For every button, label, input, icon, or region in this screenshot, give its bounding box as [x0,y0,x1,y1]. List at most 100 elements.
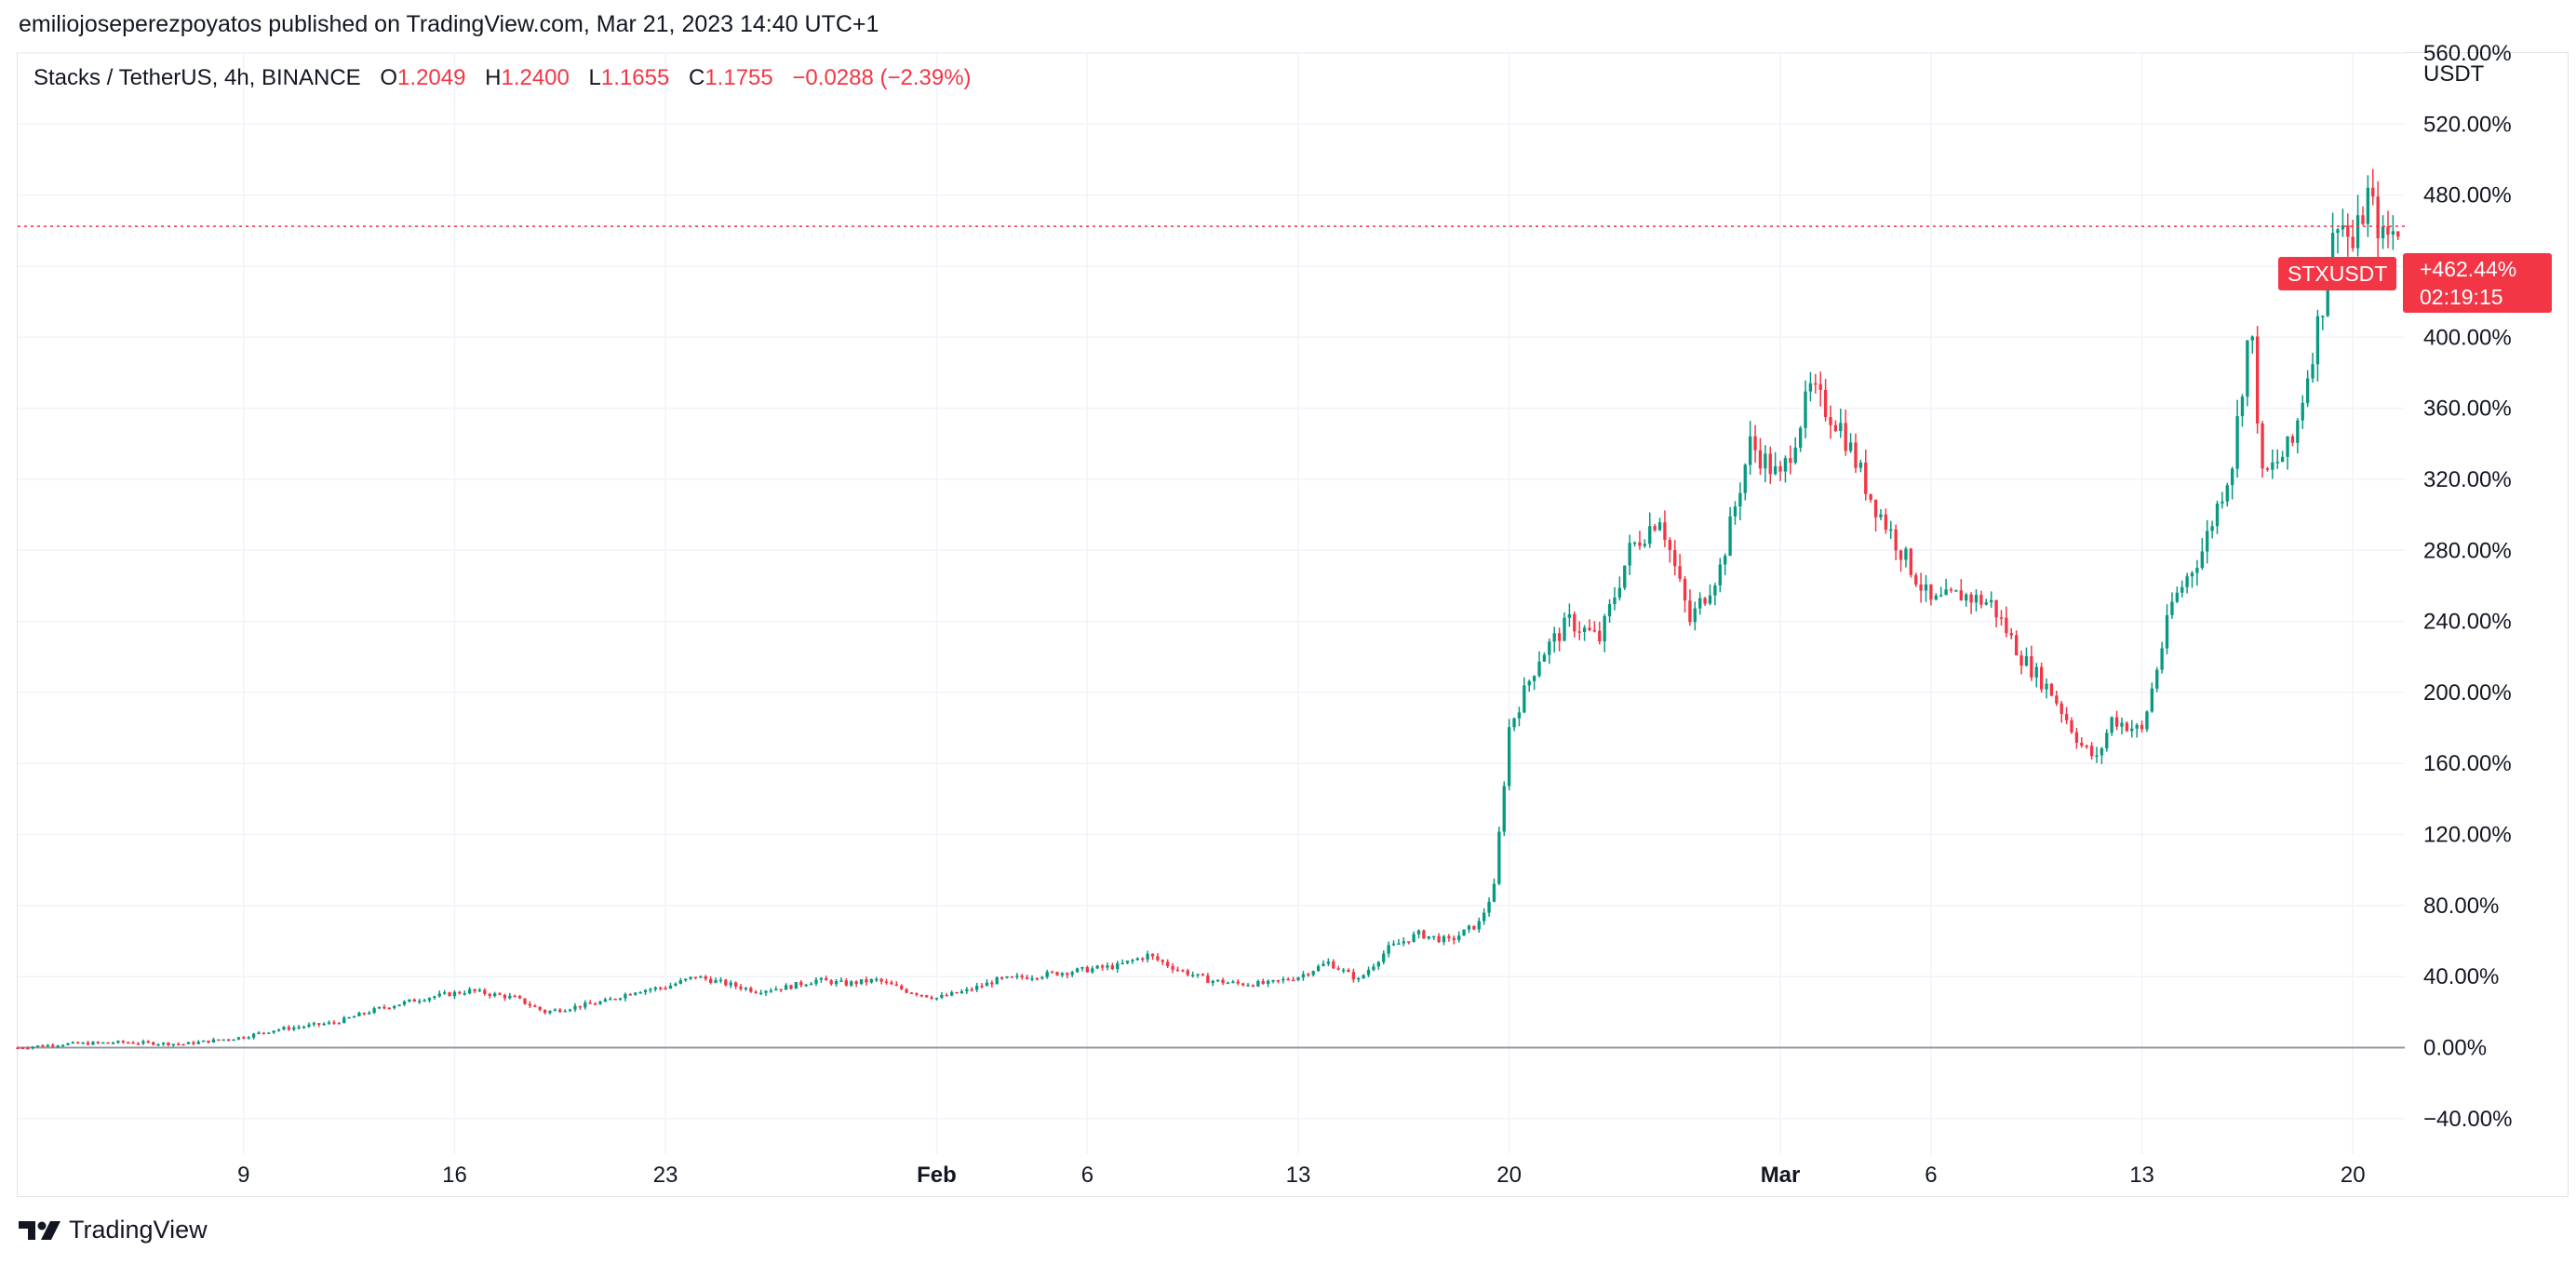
candle-body [2250,336,2254,341]
candle-body [1175,969,1180,972]
candle-body [201,1040,206,1042]
candle-body [1548,641,1551,655]
candle-body [2145,711,2149,730]
candle-body [538,1006,542,1010]
candle-body [127,1042,130,1044]
candle-body [448,992,451,997]
candle-body [1206,975,1210,984]
candle-body [1557,633,1562,641]
candle-body [2210,526,2214,531]
candle-body [1221,979,1225,984]
candle-body [236,1037,241,1040]
candle-body [1150,953,1155,957]
candle-body [1617,587,1622,598]
candle-body [1563,617,1566,641]
candle-body [186,1042,191,1044]
candle-body [1135,958,1140,961]
candle-body [307,1024,311,1027]
candle-body [659,987,663,989]
candle-body [869,979,874,983]
x-tick-label: 20 [1496,1163,1522,1188]
candle-body [854,981,858,985]
candle-body [372,1008,376,1014]
candle-body [1934,595,1938,600]
x-tick-label: 6 [1081,1163,1093,1188]
candle-body [1376,961,1381,967]
candle-body [1858,463,1863,468]
candle-body [804,984,808,987]
candle-body [2376,196,2380,238]
candle-body [1231,981,1235,984]
candle-body [900,985,904,989]
candle-body [342,1017,346,1024]
y-tick-label: 320.00% [2423,467,2512,492]
candle-body [1753,436,1757,450]
candle-body [573,1005,577,1010]
time-axis[interactable]: 9 16 23 Feb 6 13 20 Mar 6 13 20 [237,1163,2365,1188]
candle-body [1738,492,1742,507]
tradingview-brand[interactable]: TradingView [19,1216,208,1244]
candle-body [1146,953,1149,960]
candle-body [1839,423,1843,432]
candle-body [1191,975,1195,976]
candle-body [232,1039,235,1042]
candle-body [2135,724,2139,729]
candle-body [66,1042,70,1045]
legend-close: 1.1755 [704,65,773,90]
candle-body [1271,980,1275,982]
candle-body [1472,925,1476,930]
candle-body [41,1045,45,1047]
candle-body [523,998,527,1004]
legend-symbol[interactable]: Stacks / TetherUS, 4h, BINANCE [34,65,361,90]
candle-body [1778,465,1782,472]
candle-body [965,988,969,991]
candle-body [96,1042,101,1043]
candle-body [1110,965,1115,970]
candle-body [2019,655,2023,666]
candle-body [2381,226,2385,238]
candle-body [262,1032,266,1034]
price-axis[interactable]: −40.00% 0.00% 40.00% 80.00% 120.00% 160.00% 20… [2423,41,2512,1132]
candle-body [1357,977,1361,980]
candle-body [1362,975,1365,978]
candle-body [689,976,692,979]
publisher-line: emiliojoseperezpoyatos published on Trad… [19,11,879,37]
candle-body [2361,215,2365,224]
candle-body [809,983,813,986]
candle-body [850,981,853,986]
candle-body [1577,631,1581,633]
candle-body [1397,943,1401,946]
candle-body [1789,458,1792,464]
candle-body [2110,717,2113,733]
candle-body [86,1042,90,1045]
candle-body [1613,597,1617,605]
candle-body [1990,599,1993,603]
candle-body [2059,703,2063,715]
candle-body [1603,616,1606,642]
candle-body [2125,722,2129,732]
y-tick-label: 200.00% [2423,680,2512,706]
candle-body [2080,742,2084,746]
candles [16,168,2400,1050]
candle-body [774,988,778,991]
candle-body [1251,985,1255,987]
candle-body [382,1006,386,1009]
candle-body [2114,717,2119,727]
candle-body [498,993,502,995]
candle-body [1939,595,1943,597]
candle-body [819,977,824,980]
candle-body [1724,556,1727,565]
candle-body [442,992,447,994]
candle-body [1487,901,1491,913]
candle-body [784,985,788,990]
candle-body [528,1003,532,1006]
candle-body [192,1042,195,1044]
candle-body [51,1044,55,1047]
candle-body [739,986,743,989]
candle-body [1764,453,1767,469]
candle-body [1708,595,1712,604]
candle-body [1407,941,1411,943]
candle-body [1523,685,1526,713]
candle-body [1347,969,1350,973]
